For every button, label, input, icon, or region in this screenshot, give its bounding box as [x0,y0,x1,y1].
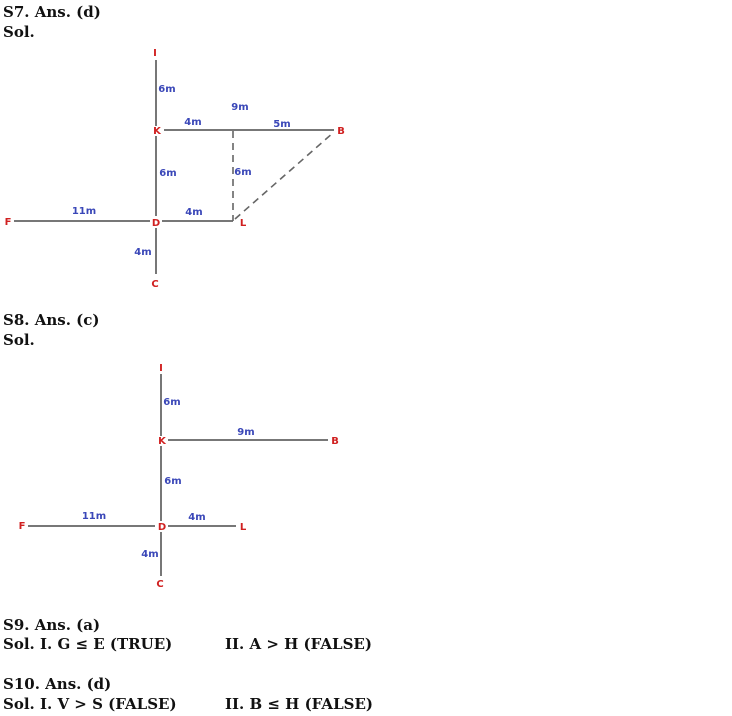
s7-dist-xb: 5m [273,119,290,130]
s7-point-c: C [151,279,158,290]
s7-diagram: I K B F D L C 6m 4m 9m 5m 6m 6m 11m 4m 4… [5,48,345,290]
s7-dashed-lb [234,131,335,220]
s8-point-i: I [159,363,163,374]
s7-point-d: D [152,218,160,229]
s7-dist-xl: 6m [234,167,251,178]
s7-dist-kb: 9m [231,102,248,113]
s7-point-i: I [153,48,157,59]
s7-point-k: K [153,126,162,137]
s7-dist-ik: 6m [158,84,175,95]
s9-heading: S9. Ans. (a) [3,616,101,634]
s7-dist-kx: 4m [184,117,201,128]
s8-point-d: D [158,522,166,533]
s7-dist-dl: 4m [185,207,202,218]
s7-sol-label: Sol. [3,23,35,41]
s7-point-l: L [240,218,247,229]
s8-point-c: C [156,579,163,590]
s8-dist-dl: 4m [188,512,205,523]
s8-point-b: B [331,436,339,447]
s10-statement-1: Sol. I. V > S (FALSE) [3,695,177,713]
s7-heading: S7. Ans. (d) [3,3,101,21]
s8-dist-fd: 11m [82,511,106,522]
s8-point-f: F [19,521,26,532]
s8-sol-label: Sol. [3,331,35,349]
s7-point-b: B [337,126,345,137]
s10-statement-2: II. B ≤ H (FALSE) [225,695,373,713]
s9-statement-2: II. A > H (FALSE) [225,635,372,653]
s8-dist-kb: 9m [237,427,254,438]
s7-dist-dc: 4m [134,247,151,258]
s8-dist-kd: 6m [164,476,181,487]
s8-diagram: I K B F D L C 6m 9m 6m 11m 4m 4m [19,363,339,590]
s7-point-f: F [5,217,12,228]
s10-heading: S10. Ans. (d) [3,675,112,693]
s8-dist-ik: 6m [163,397,180,408]
s8-point-l: L [240,522,247,533]
s8-heading: S8. Ans. (c) [3,311,100,329]
s7-dist-kd: 6m [159,168,176,179]
s8-dist-dc: 4m [141,549,158,560]
s8-point-k: K [158,436,167,447]
s7-dist-fd: 11m [72,206,96,217]
s9-statement-1: Sol. I. G ≤ E (TRUE) [3,635,173,653]
